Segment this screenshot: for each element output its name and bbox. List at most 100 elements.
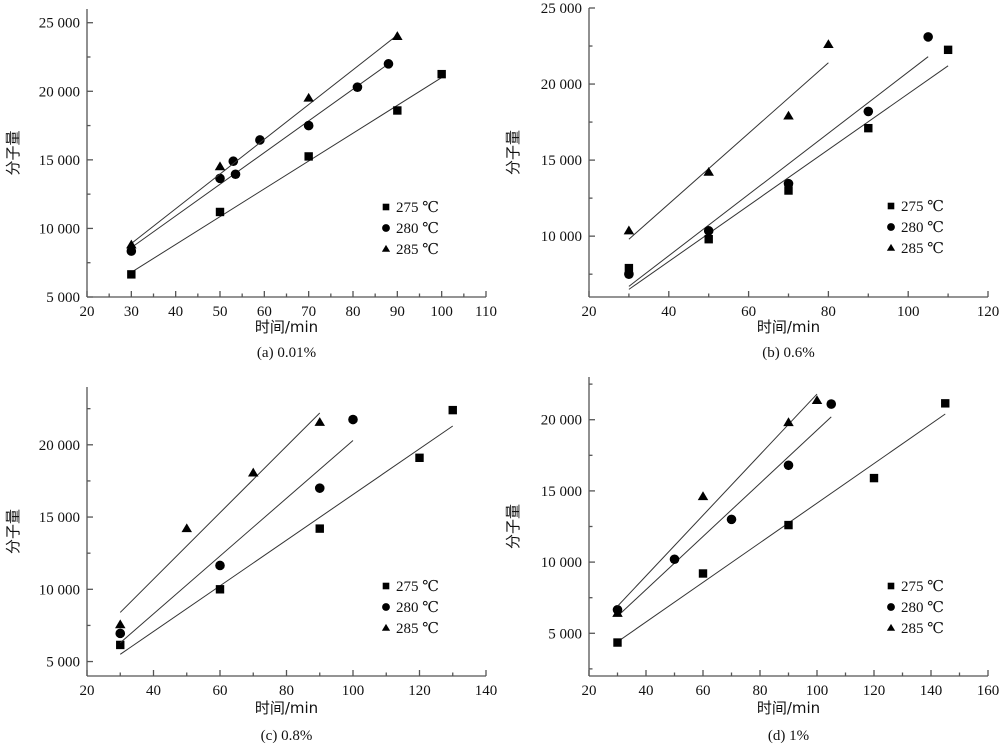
- series-circle: [115, 414, 358, 644]
- data-point-triangle: [823, 39, 834, 49]
- legend-label: 275 ℃: [901, 579, 944, 595]
- y-tick-label: 5 000: [548, 626, 582, 642]
- panel-caption: (a) 0.01%: [257, 345, 316, 361]
- x-tick-label: 100: [897, 304, 920, 320]
- fit-line-triangle: [119, 412, 321, 613]
- legend-label: 275 ℃: [901, 199, 944, 215]
- chart-panel-a: 20 30 40 50 60 70 80 90 100 110 5 000 10 000 15 000 2…: [4, 9, 497, 361]
- fit-line-circle: [617, 416, 832, 617]
- data-point-square: [215, 207, 225, 217]
- series-triangle: [612, 393, 823, 617]
- x-tick-label: 120: [408, 683, 431, 699]
- data-point-circle: [115, 628, 126, 639]
- data-point-square: [437, 69, 446, 79]
- x-tick-label: 30: [124, 304, 139, 320]
- y-tick-label: 15 000: [541, 153, 582, 169]
- data-point-circle: [215, 560, 225, 571]
- legend-marker-triangle: [381, 623, 391, 631]
- x-tick-label: 40: [146, 683, 161, 699]
- legend-label: 280 ℃: [396, 600, 439, 616]
- data-point-triangle: [697, 491, 709, 501]
- data-point-triangle: [811, 395, 823, 405]
- data-point-square: [415, 453, 424, 463]
- data-point-triangle: [303, 92, 314, 102]
- data-point-circle: [783, 178, 794, 189]
- data-point-square: [941, 399, 950, 408]
- y-axis-title: 分子量: [504, 504, 522, 549]
- fit-line-square: [131, 77, 442, 273]
- data-point-square: [315, 524, 324, 533]
- data-point-circle: [303, 120, 314, 131]
- x-axis-title: 时间/min: [757, 699, 820, 717]
- data-point-circle: [126, 246, 137, 256]
- series-square: [613, 399, 950, 647]
- chart-panel-b: 20 40 60 80 100 120 10 000 15 000 20 000 25 000 分子…: [504, 1, 999, 361]
- data-point-square: [613, 638, 622, 647]
- x-tick-label: 80: [821, 304, 836, 320]
- legend-label: 285 ℃: [396, 242, 439, 258]
- data-point-triangle: [612, 608, 623, 617]
- series-triangle: [126, 31, 403, 249]
- legend-marker-square: [382, 582, 390, 590]
- data-point-triangle: [392, 31, 403, 40]
- x-tick-label: 20: [80, 304, 95, 320]
- x-tick-label: 60: [213, 683, 228, 699]
- data-point-square: [864, 123, 873, 133]
- x-tick-label: 80: [753, 683, 768, 699]
- data-point-square: [304, 152, 313, 161]
- data-point-square: [624, 263, 634, 273]
- data-point-square: [869, 473, 879, 483]
- data-point-circle: [863, 106, 874, 117]
- series-triangle: [115, 412, 325, 629]
- fit-line-triangle: [131, 34, 398, 244]
- legend-marker-circle: [382, 603, 390, 611]
- x-tick-label: 80: [346, 304, 361, 320]
- legend-marker-triangle: [381, 244, 391, 252]
- x-tick-label: 100: [806, 683, 829, 699]
- series-square: [624, 45, 953, 290]
- data-point-circle: [624, 269, 634, 279]
- legend-marker-square: [382, 203, 390, 211]
- chart-panel-c: 20 40 60 80 100 120 140 5 000 10 000 15 000 20 000…: [4, 387, 497, 744]
- data-point-square: [784, 520, 793, 530]
- data-point-triangle: [314, 417, 325, 426]
- x-tick-label: 50: [213, 304, 228, 320]
- x-tick-label: 60: [257, 304, 272, 320]
- x-axis-title: 时间/min: [255, 699, 318, 717]
- data-point-triangle: [181, 523, 192, 533]
- data-point-square: [784, 186, 793, 195]
- fit-line-circle: [628, 56, 929, 287]
- data-point-circle: [703, 226, 714, 236]
- fit-line-circle: [119, 440, 354, 644]
- data-point-square: [215, 585, 225, 594]
- x-tick-label: 40: [168, 304, 183, 320]
- data-point-triangle: [115, 619, 126, 629]
- legend-label: 280 ℃: [396, 221, 439, 237]
- legend-marker-square: [887, 582, 895, 590]
- data-point-circle: [215, 173, 225, 184]
- data-point-circle: [669, 554, 680, 565]
- x-axis-title: 时间/min: [757, 318, 820, 336]
- legend: 275 ℃ 280 ℃ 285 ℃: [381, 200, 439, 258]
- x-tick-label: 90: [390, 304, 405, 320]
- y-tick-label: 20 000: [39, 84, 80, 100]
- y-tick-label: 15 000: [541, 484, 582, 500]
- y-tick-label: 10 000: [39, 221, 80, 237]
- panel-caption: (b) 0.6%: [762, 345, 815, 361]
- panel-caption: (c) 0.8%: [261, 728, 313, 744]
- data-point-square: [698, 569, 708, 578]
- legend-label: 285 ℃: [396, 621, 439, 637]
- legend-marker-circle: [382, 224, 390, 232]
- data-point-square: [127, 270, 136, 279]
- x-tick-label: 120: [977, 304, 1000, 320]
- legend: 275 ℃ 280 ℃ 285 ℃: [381, 579, 439, 637]
- legend-label: 280 ℃: [901, 600, 944, 616]
- data-point-circle: [826, 399, 837, 409]
- legend-marker-triangle: [886, 243, 896, 251]
- y-axis-title: 分子量: [504, 130, 522, 175]
- data-point-triangle: [214, 161, 226, 171]
- y-tick-label: 10 000: [541, 229, 582, 245]
- legend-label: 275 ℃: [396, 579, 439, 595]
- data-point-circle: [726, 514, 737, 525]
